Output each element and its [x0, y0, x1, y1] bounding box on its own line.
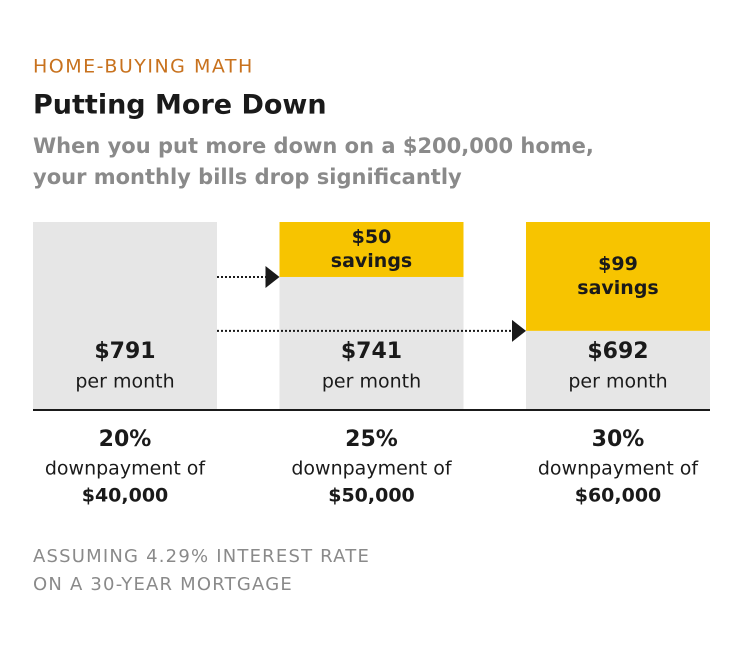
x-sublabel: $50,000 [328, 485, 415, 507]
footnote: ON A 30-YEAR MORTGAGE [33, 574, 293, 595]
value-label: $791 [94, 339, 155, 364]
bar [279, 276, 464, 410]
x-sublabel: downpayment of [538, 458, 700, 480]
bar [33, 222, 217, 410]
arrow-head [512, 319, 526, 342]
x-sublabel: $60,000 [575, 485, 662, 507]
series-label: savings [331, 250, 412, 272]
value-label: $741 [341, 339, 402, 364]
x-tick-label: 25% [345, 427, 398, 452]
x-tick-label: 20% [99, 427, 152, 452]
series-label: per month [568, 371, 667, 393]
arrow-head [265, 265, 280, 288]
value-label: $692 [587, 339, 648, 364]
value-label: $99 [598, 253, 638, 275]
x-sublabel: downpayment of [291, 458, 453, 480]
series-label: per month [75, 371, 174, 393]
value-label: $50 [352, 226, 392, 248]
bar [279, 222, 464, 277]
series-label: per month [322, 371, 421, 393]
chart-title: Putting More Down [33, 90, 327, 121]
x-sublabel: downpayment of [45, 458, 207, 480]
series-label: savings [577, 277, 658, 299]
bar [526, 222, 710, 331]
x-tick-label: 30% [592, 427, 645, 452]
x-sublabel: $40,000 [82, 485, 169, 507]
footnote: ASSUMING 4.29% INTEREST RATE [33, 546, 370, 567]
bar [526, 330, 710, 410]
subtitle: When you put more down on a $200,000 hom… [33, 134, 594, 158]
kicker: HOME-BUYING MATH [33, 56, 254, 78]
subtitle: your monthly bills drop significantly [33, 165, 462, 189]
